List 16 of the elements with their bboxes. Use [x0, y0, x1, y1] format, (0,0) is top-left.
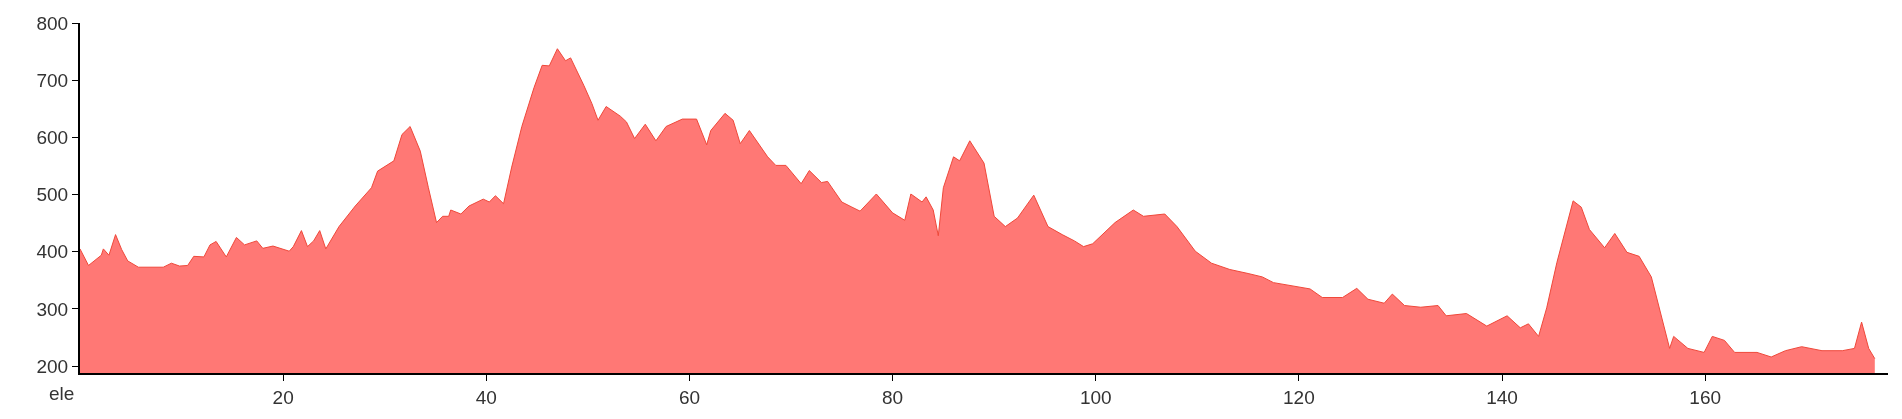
y-tick-label: 800: [36, 12, 69, 34]
y-tick-label: 500: [36, 184, 69, 206]
x-tick-label: 20: [272, 386, 294, 408]
y-tick-label: 200: [36, 355, 69, 377]
x-tick-label: 60: [678, 386, 701, 408]
x-tick-label: 140: [1486, 386, 1518, 408]
y-tick-label: 600: [36, 127, 69, 149]
y-tick-label: 700: [36, 69, 69, 91]
x-tick-label: 40: [475, 386, 497, 408]
x-tick-label: 100: [1079, 386, 1112, 408]
x-tick-label: 160: [1689, 386, 1722, 408]
x-tick-label: 120: [1283, 386, 1315, 408]
y-tick-label: 400: [36, 241, 69, 263]
y-axis-title: ele: [49, 383, 75, 404]
y-tick-label: 300: [36, 298, 69, 320]
x-tick-label: 80: [882, 386, 904, 408]
